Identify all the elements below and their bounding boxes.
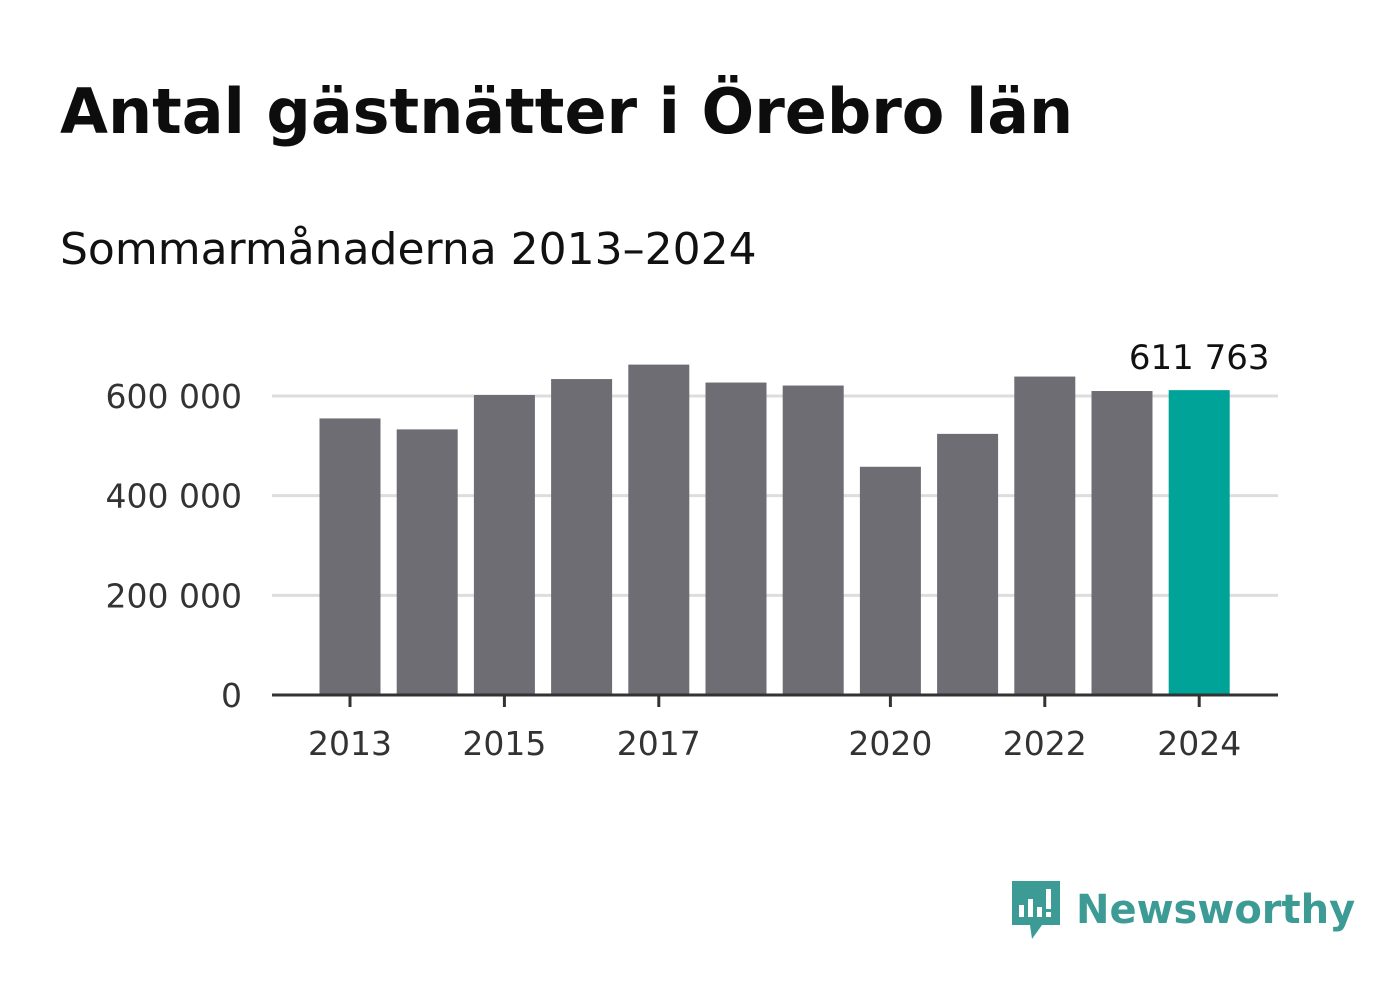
brand-name: Newsworthy [1076, 887, 1356, 933]
bar [473, 395, 535, 695]
x-tick-label: 2013 [308, 724, 392, 763]
bar [1091, 391, 1153, 695]
axes [272, 693, 1278, 707]
bar [859, 466, 921, 695]
x-tick-label: 2015 [462, 724, 546, 763]
x-tick-label: 2024 [1157, 724, 1241, 763]
y-tick-label: 0 [221, 676, 242, 715]
bar [782, 385, 844, 695]
bar [551, 379, 613, 695]
y-tick-label: 400 000 [106, 477, 242, 516]
bar [319, 418, 381, 695]
chart-subtitle: Sommarmånaderna 2013–2024 [60, 224, 757, 275]
x-tick-label: 2020 [848, 724, 932, 763]
bar [1014, 376, 1076, 695]
newsworthy-logo-icon [1012, 881, 1060, 939]
bar [396, 429, 458, 695]
x-tick-label: 2022 [1003, 724, 1087, 763]
bar [937, 433, 999, 695]
labels: 0 200 000 400 000 600 000 2013 2015 2017 2020 20… [106, 338, 1270, 763]
y-tick-label: 200 000 [106, 576, 242, 615]
bar [628, 364, 690, 695]
highlight-value-label: 611 763 [1129, 338, 1270, 378]
x-tick-label: 2017 [617, 724, 701, 763]
bars [319, 364, 1230, 695]
bar-highlight [1168, 390, 1230, 695]
chart-title: Antal gästnätter i Örebro län [60, 75, 1074, 148]
y-tick-label: 600 000 [106, 377, 242, 416]
brand-logo: Newsworthy [1010, 878, 1355, 942]
bar [705, 382, 767, 695]
